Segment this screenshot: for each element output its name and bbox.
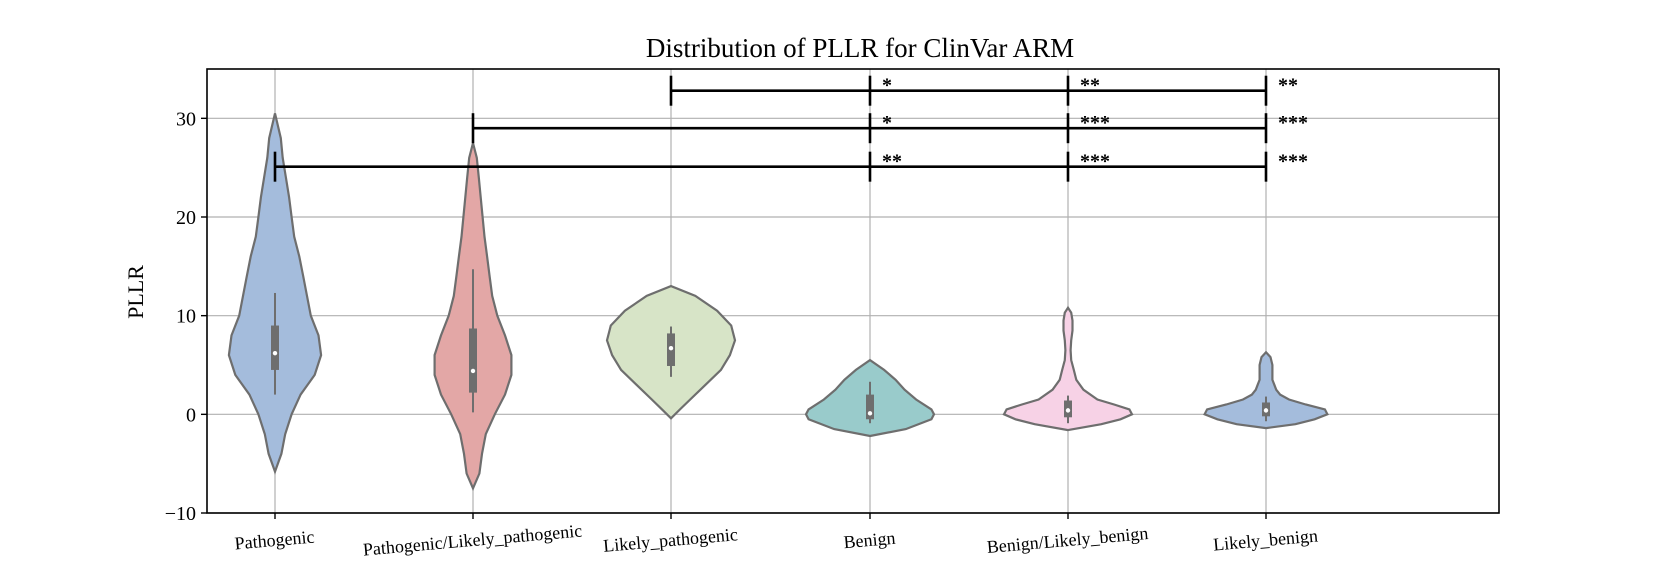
significance-label: **: [882, 151, 902, 173]
significance-label: **: [1278, 75, 1298, 97]
violin-median: [470, 368, 476, 374]
y-axis-label: PLLR: [123, 265, 148, 319]
plot-frame: [206, 68, 1500, 514]
x-tick-label: Benign/Likely_benign: [986, 523, 1149, 557]
violin-box: [271, 325, 279, 370]
x-tick-label: Likely_benign: [1212, 525, 1318, 554]
x-tick-label: Pathogenic: [234, 527, 315, 554]
significance-label: **: [1080, 75, 1100, 97]
violin-box: [866, 394, 874, 420]
y-tick-label: −10: [165, 503, 196, 525]
significance-label: *: [882, 75, 892, 97]
violin-median: [272, 350, 278, 356]
y-tick-layer: −10 0 10 20 30: [165, 108, 207, 525]
violin-median: [668, 346, 674, 351]
violin-box: [469, 328, 477, 393]
significance-layer: * ** *** *** ***** *** ***: [273, 75, 1308, 182]
y-tick-label: 10: [176, 306, 196, 328]
y-tick-label: 30: [176, 108, 196, 130]
x-tick-label: Benign: [843, 528, 897, 552]
violin-body: [227, 113, 323, 475]
y-tick-label: 0: [186, 404, 196, 426]
significance-label: ***: [1080, 151, 1110, 173]
significance-label: ***: [1278, 112, 1308, 134]
x-tick-label: Pathogenic/Likely_pathogenic: [362, 520, 583, 559]
violin-median: [867, 411, 873, 416]
violin-median: [1263, 408, 1269, 413]
chart-title: Distribution of PLLR for ClinVar ARM: [646, 33, 1074, 63]
violin-body: [1203, 350, 1329, 430]
violin-median: [1065, 408, 1071, 413]
grid-layer: [207, 69, 1499, 514]
y-tick-label: 20: [176, 207, 196, 229]
significance-label: *: [882, 112, 892, 134]
violin-body: [1002, 305, 1134, 432]
significance-label: ***: [1278, 151, 1308, 173]
x-tick-layer: Pathogenic Pathogenic/Likely_pathogenic Li…: [234, 513, 1319, 560]
x-tick-label: Likely_pathogenic: [602, 524, 738, 556]
violin-layer: [227, 113, 1329, 492]
significance-label: ***: [1080, 112, 1110, 134]
